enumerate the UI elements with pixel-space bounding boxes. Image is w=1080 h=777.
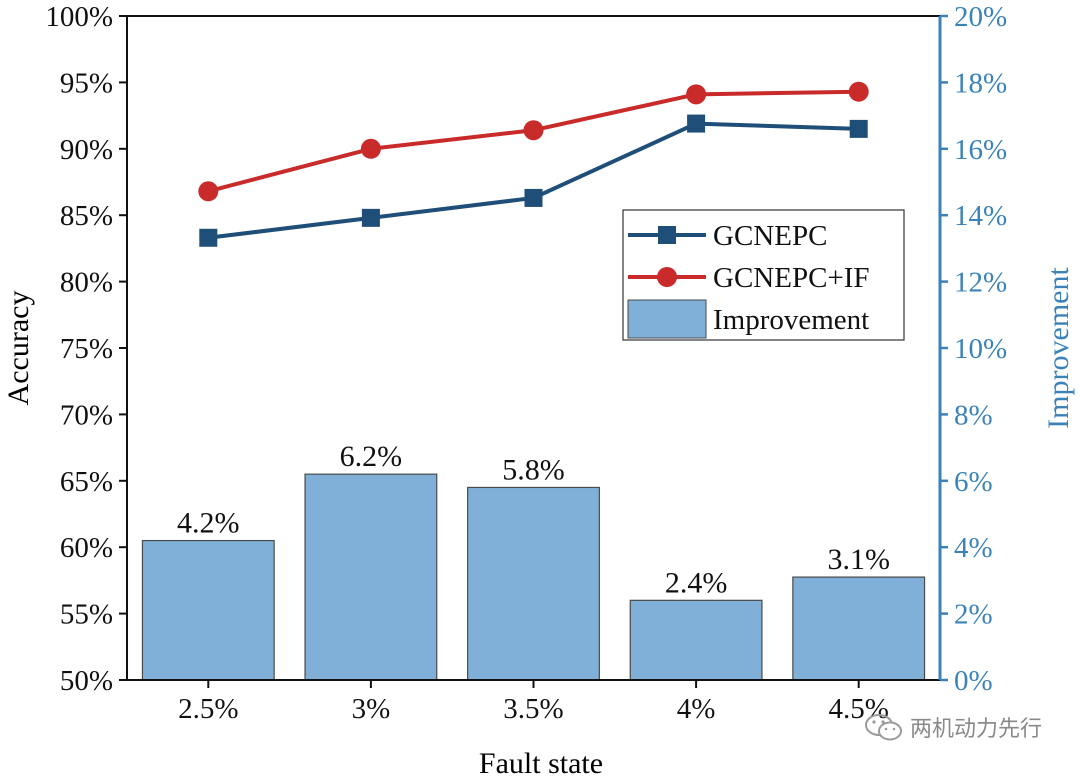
y-right-tick-label: 0% <box>954 665 993 697</box>
axes: 50% 55% 60% 65% 70% 75% 80% 85% 90% 95% 100% 0% 2% 4%… <box>45 1 1007 725</box>
improvement-bar-label: 6.2% <box>340 440 403 473</box>
y-left-tick-label: 60% <box>60 532 113 564</box>
legend-bar-swatch <box>627 299 707 339</box>
point-gcnepc-if <box>523 120 544 141</box>
improvement-bar <box>304 473 438 681</box>
series-line-gcnepc+if <box>207 89 859 194</box>
x-axis-title: Fault state <box>479 747 603 777</box>
accuracy-lines <box>198 81 869 247</box>
improvement-bar-label: 3.1% <box>827 543 890 576</box>
legend-label: GCNEPC+IF <box>713 262 870 294</box>
improvement-bar <box>792 576 926 681</box>
y-right-tick-label: 10% <box>954 333 1007 365</box>
improvement-bar-label: 5.8% <box>502 453 565 486</box>
point-gcnepc <box>524 188 543 207</box>
y-axis-right-title: Improvement <box>1042 267 1075 429</box>
y-left-tick-label: 80% <box>60 267 113 299</box>
legend-square-marker <box>658 226 676 244</box>
point-gcnepc-if <box>360 138 381 159</box>
improvement-bar-label: 4.2% <box>177 507 240 540</box>
y-right-tick-label: 2% <box>954 599 993 631</box>
watermark-text: 两机动力先行 <box>909 717 1042 742</box>
point-gcnepc <box>199 228 218 247</box>
point-gcnepc <box>849 119 868 138</box>
legend-label: GCNEPC <box>713 220 827 252</box>
y-left-tick-label: 55% <box>60 599 113 631</box>
y-right-tick-label: 16% <box>954 134 1007 166</box>
y-left-tick-label: 65% <box>60 466 113 498</box>
point-gcnepc-if <box>848 81 869 102</box>
improvement-bar <box>629 599 763 681</box>
improvement-bar <box>141 539 275 681</box>
improvement-bar-label: 2.4% <box>665 566 728 599</box>
point-gcnepc <box>361 208 380 227</box>
legend-entry-gcnepc-plus-if: GCNEPC+IF <box>628 262 870 294</box>
y-left-tick-label: 70% <box>60 399 113 431</box>
y-left-tick-label: 95% <box>60 67 113 99</box>
watermark: 两机动力先行 <box>864 711 1042 743</box>
legend-entry-improvement: Improvement <box>627 299 869 339</box>
legend-entry-gcnepc: GCNEPC <box>628 220 827 252</box>
y-right-tick-label: 18% <box>954 67 1007 99</box>
point-gcnepc-if <box>198 181 219 202</box>
y-left-tick-label: 90% <box>60 134 113 166</box>
x-tick-label: 3% <box>352 693 391 725</box>
y-right-tick-label: 8% <box>954 399 993 431</box>
improvement-bars: 4.2% 6.2% 5.8% 2.4% 3.1% <box>141 440 926 681</box>
legend: GCNEPC GCNEPC+IF Improvement <box>622 209 905 341</box>
y-right-tick-label: 12% <box>954 267 1007 299</box>
wechat-icon <box>864 714 902 741</box>
y-left-tick-label: 100% <box>45 1 113 33</box>
y-right-tick-label: 4% <box>954 532 993 564</box>
legend-circle-marker <box>657 267 677 287</box>
improvement-bar <box>467 486 600 681</box>
y-axis-left-title: Accuracy <box>2 291 35 406</box>
x-tick-label: 2.5% <box>178 693 238 725</box>
y-right-tick-label: 6% <box>954 466 993 498</box>
x-tick-label: 3.5% <box>503 693 563 725</box>
y-right-tick-label: 14% <box>954 200 1007 232</box>
point-gcnepc <box>687 114 706 133</box>
y-right-tick-label: 20% <box>954 1 1007 33</box>
y-left-tick-label: 50% <box>60 665 113 697</box>
x-tick-label: 4.5% <box>828 693 888 725</box>
y-left-tick-label: 75% <box>60 333 113 365</box>
legend-label: Improvement <box>713 304 869 336</box>
x-tick-label: 4% <box>677 693 716 725</box>
point-gcnepc-if <box>686 84 707 105</box>
y-left-tick-label: 85% <box>60 200 113 232</box>
